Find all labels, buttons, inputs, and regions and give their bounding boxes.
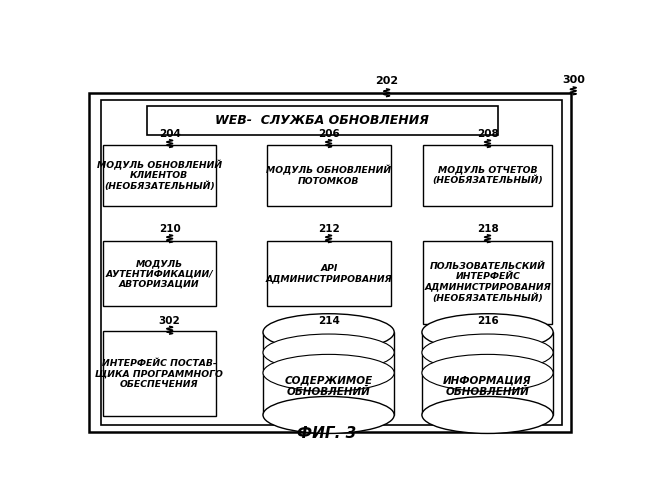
Text: 212: 212 — [318, 224, 339, 234]
Text: МОДУЛЬ ОТЧЕТОВ
(НЕОБЯЗАТЕЛЬНЫЙ): МОДУЛЬ ОТЧЕТОВ (НЕОБЯЗАТЕЛЬНЫЙ) — [432, 166, 543, 186]
Text: МОДУЛЬ ОБНОВЛЕНИЙ
ПОТОМКОВ: МОДУЛЬ ОБНОВЛЕНИЙ ПОТОМКОВ — [266, 165, 391, 186]
Text: 216: 216 — [477, 316, 499, 326]
Ellipse shape — [422, 354, 553, 392]
Text: API
АДМИНИСТРИРОВАНИЯ: API АДМИНИСТРИРОВАНИЯ — [266, 264, 392, 283]
Text: 214: 214 — [318, 316, 340, 326]
Text: WEB-  СЛУЖБА ОБНОВЛЕНИЯ: WEB- СЛУЖБА ОБНОВЛЕНИЯ — [215, 114, 429, 127]
Text: ПОЛЬЗОВАТЕЛЬСКИЙ
ИНТЕРФЕЙС
АДМИНИСТРИРОВАНИЯ
(НЕОБЯЗАТЕЛЬНЫЙ): ПОЛЬЗОВАТЕЛЬСКИЙ ИНТЕРФЕЙС АДМИНИСТРИРОВ… — [424, 262, 551, 302]
Text: 202: 202 — [375, 76, 398, 86]
FancyBboxPatch shape — [103, 144, 216, 206]
FancyBboxPatch shape — [267, 144, 391, 206]
FancyBboxPatch shape — [423, 241, 552, 324]
Text: 218: 218 — [477, 224, 499, 234]
Text: МОДУЛЬ ОБНОВЛЕНИЙ
КЛИЕНТОВ
(НЕОБЯЗАТЕЛЬНЫЙ): МОДУЛЬ ОБНОВЛЕНИЙ КЛИЕНТОВ (НЕОБЯЗАТЕЛЬН… — [97, 160, 222, 192]
FancyBboxPatch shape — [423, 144, 552, 206]
Text: ИНФОРМАЦИЯ
ОБНОВЛЕНИЙ: ИНФОРМАЦИЯ ОБНОВЛЕНИЙ — [443, 375, 532, 397]
Polygon shape — [422, 332, 553, 415]
FancyBboxPatch shape — [267, 241, 391, 306]
Ellipse shape — [263, 314, 395, 350]
Text: 300: 300 — [562, 75, 585, 85]
Text: 204: 204 — [159, 129, 180, 139]
Text: СОДЕРЖИМОЕ
ОБНОВЛЕНИЙ: СОДЕРЖИМОЕ ОБНОВЛЕНИЙ — [284, 375, 373, 397]
Text: 206: 206 — [318, 129, 339, 139]
Ellipse shape — [422, 334, 553, 371]
Text: 210: 210 — [159, 224, 180, 234]
FancyBboxPatch shape — [89, 92, 571, 431]
Text: 302: 302 — [159, 316, 180, 326]
Text: ФИГ. 3: ФИГ. 3 — [298, 426, 357, 441]
Ellipse shape — [263, 396, 395, 434]
Polygon shape — [263, 332, 395, 415]
FancyBboxPatch shape — [103, 241, 216, 306]
FancyBboxPatch shape — [147, 106, 497, 135]
Ellipse shape — [422, 396, 553, 434]
Ellipse shape — [263, 354, 395, 392]
Text: ИНТЕРФЕЙС ПОСТАВ-
ЩИКА ПРОГРАММНОГО
ОБЕСПЕЧЕНИЯ: ИНТЕРФЕЙС ПОСТАВ- ЩИКА ПРОГРАММНОГО ОБЕС… — [96, 359, 223, 388]
Ellipse shape — [422, 314, 553, 350]
Text: МОДУЛЬ
АУТЕНТИФИКАЦИИ/
АВТОРИЗАЦИИ: МОДУЛЬ АУТЕНТИФИКАЦИИ/ АВТОРИЗАЦИИ — [105, 259, 213, 288]
FancyBboxPatch shape — [100, 100, 562, 425]
Text: 208: 208 — [477, 129, 499, 139]
FancyBboxPatch shape — [103, 332, 216, 416]
Ellipse shape — [263, 334, 395, 371]
